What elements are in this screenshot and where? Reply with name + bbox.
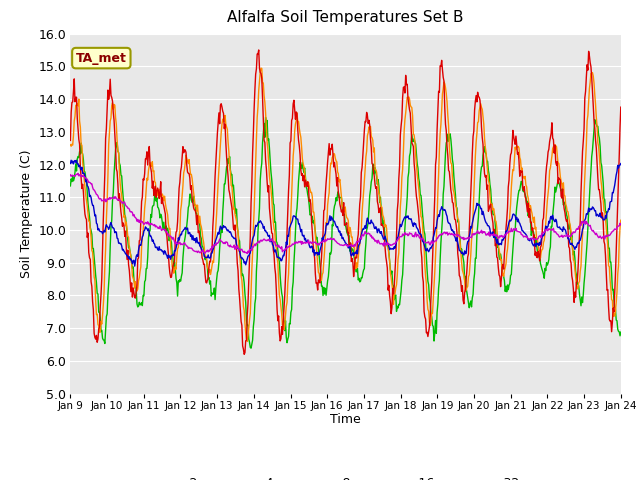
Text: TA_met: TA_met <box>76 51 127 65</box>
Y-axis label: Soil Temperature (C): Soil Temperature (C) <box>20 149 33 278</box>
X-axis label: Time: Time <box>330 413 361 426</box>
Legend: -2cm, -4cm, -8cm, -16cm, -32cm: -2cm, -4cm, -8cm, -16cm, -32cm <box>148 472 543 480</box>
Title: Alfalfa Soil Temperatures Set B: Alfalfa Soil Temperatures Set B <box>227 11 464 25</box>
